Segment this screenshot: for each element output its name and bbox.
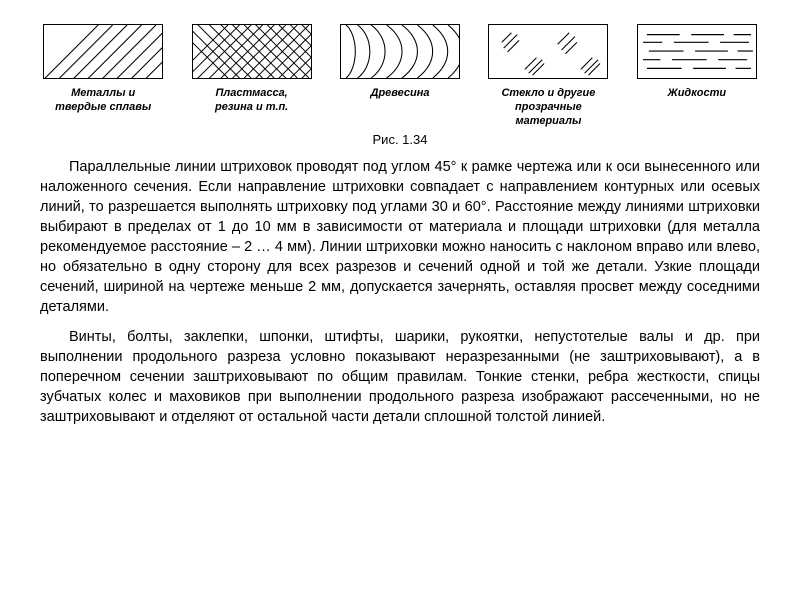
swatch-plastic bbox=[192, 24, 312, 79]
paragraph-2: Винты, болты, заклепки, шпонки, штифты, … bbox=[40, 327, 760, 427]
hatch-glass-icon bbox=[489, 25, 607, 78]
pattern-plastic: Пластмасса, резина и т.п. bbox=[188, 24, 314, 128]
pattern-glass: Стекло и другие прозрачные материалы bbox=[485, 24, 611, 128]
caption-metal: Металлы и твердые сплавы bbox=[55, 87, 151, 115]
caption-wood: Древесина bbox=[371, 87, 430, 101]
swatch-glass bbox=[488, 24, 608, 79]
caption-glass: Стекло и другие прозрачные материалы bbox=[501, 87, 595, 128]
swatch-wood bbox=[340, 24, 460, 79]
swatch-liquid bbox=[637, 24, 757, 79]
swatch-metal bbox=[43, 24, 163, 79]
hatch-liquid-icon bbox=[638, 25, 756, 78]
pattern-liquid: Жидкости bbox=[634, 24, 760, 128]
hatch-wood-icon bbox=[341, 25, 459, 78]
figure-label: Рис. 1.34 bbox=[40, 132, 760, 147]
hatch-plastic-icon bbox=[193, 25, 311, 78]
pattern-metal: Металлы и твердые сплавы bbox=[40, 24, 166, 128]
caption-liquid: Жидкости bbox=[668, 87, 727, 101]
paragraph-1: Параллельные линии штриховок проводят по… bbox=[40, 157, 760, 317]
hatch-patterns-row: Металлы и твердые сплавы bbox=[40, 24, 760, 128]
caption-plastic: Пластмасса, резина и т.п. bbox=[215, 87, 288, 115]
pattern-wood: Древесина bbox=[337, 24, 463, 128]
hatch-metal-icon bbox=[44, 25, 162, 78]
